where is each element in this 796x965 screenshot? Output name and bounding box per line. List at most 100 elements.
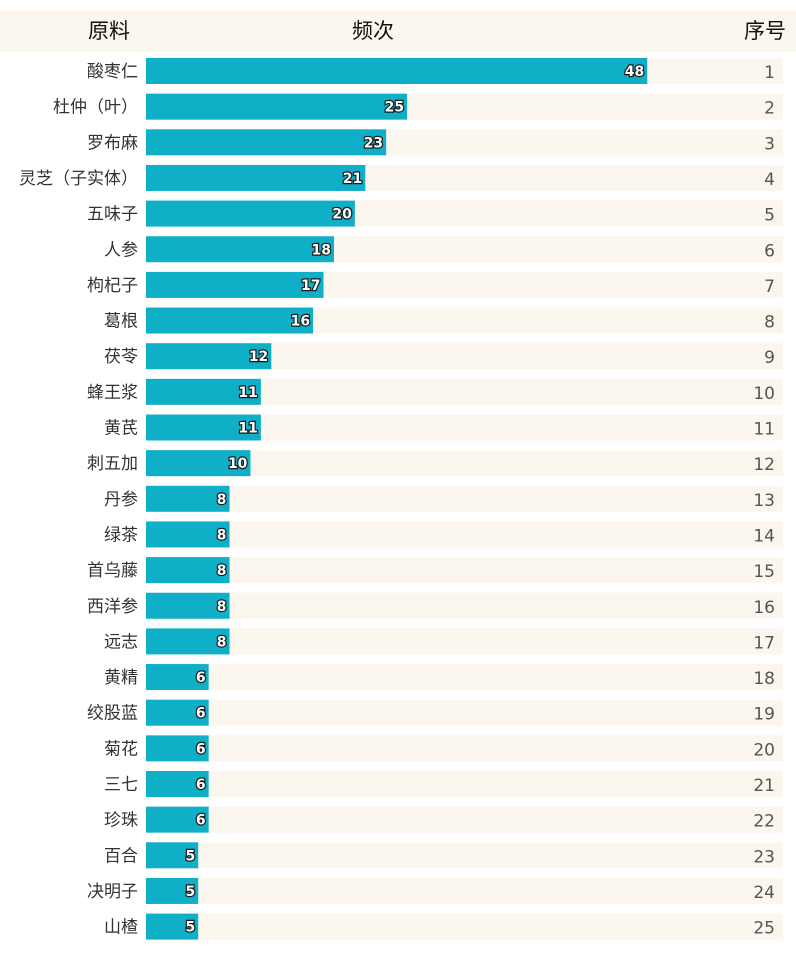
- bar-track: [146, 842, 783, 869]
- bar: [146, 664, 209, 691]
- data-label: 16: [291, 314, 310, 330]
- data-label: 21: [343, 171, 362, 187]
- data-label: 20: [332, 207, 352, 223]
- category-label: 人参: [104, 240, 138, 260]
- bar: [146, 200, 355, 227]
- bar-track: [146, 664, 783, 691]
- data-label: 17: [301, 278, 320, 294]
- category-label: 酸枣仁: [87, 62, 138, 82]
- data-label: 6: [196, 741, 206, 757]
- category-label: 枸杞子: [87, 276, 138, 296]
- rank-label: 19: [753, 705, 775, 725]
- category-label: 三七: [104, 775, 138, 795]
- bar: [146, 414, 261, 441]
- bar: [146, 806, 209, 833]
- bar: [146, 129, 387, 156]
- bar: [146, 378, 261, 405]
- bar: [146, 271, 324, 298]
- data-label: 25: [385, 100, 404, 116]
- rank-label: 17: [753, 633, 775, 653]
- category-label: 绞股蓝: [87, 704, 138, 724]
- bar-track: [146, 699, 783, 726]
- bar: [146, 485, 230, 512]
- rank-label: 14: [753, 526, 775, 546]
- data-label: 11: [238, 421, 257, 437]
- rank-label: 9: [764, 348, 775, 368]
- bar: [146, 58, 648, 84]
- rank-label: 21: [753, 776, 775, 796]
- rank-label: 16: [753, 598, 775, 618]
- data-label: 8: [217, 492, 227, 508]
- data-label: 6: [196, 813, 206, 829]
- data-label: 8: [217, 527, 227, 543]
- rank-label: 4: [764, 170, 775, 190]
- rank-label: 6: [764, 241, 775, 261]
- category-label: 蜂王浆: [87, 383, 138, 403]
- data-label: 6: [196, 670, 206, 686]
- data-label: 23: [364, 135, 383, 151]
- rank-label: 15: [753, 562, 775, 582]
- header-rank: 序号: [744, 19, 786, 43]
- bar: [146, 771, 209, 797]
- data-label: 8: [217, 599, 227, 615]
- category-label: 远志: [104, 632, 138, 652]
- rank-label: 24: [753, 883, 775, 903]
- bar: [146, 93, 408, 120]
- rank-label: 11: [753, 420, 775, 440]
- bar-track: [146, 913, 783, 940]
- data-label: 11: [238, 385, 257, 401]
- data-label: 48: [625, 64, 644, 80]
- rank-label: 13: [753, 491, 775, 511]
- bar-track: [146, 806, 783, 833]
- category-label: 罗布麻: [87, 133, 138, 153]
- bar: [146, 699, 209, 726]
- bar: [146, 236, 334, 263]
- bar: [146, 164, 366, 191]
- category-label: 绿茶: [104, 525, 138, 545]
- data-label: 18: [311, 242, 330, 258]
- rank-label: 5: [764, 206, 775, 226]
- bar: [146, 343, 272, 370]
- bar-track: [146, 628, 783, 655]
- bar: [146, 521, 230, 548]
- category-label: 茯苓: [104, 347, 138, 367]
- rank-label: 20: [753, 740, 775, 760]
- header-frequency: 频次: [352, 19, 394, 43]
- bar-track: [146, 485, 783, 512]
- category-label: 葛根: [104, 312, 138, 332]
- category-label: 五味子: [87, 205, 138, 225]
- data-label: 5: [185, 884, 195, 900]
- rank-label: 12: [753, 455, 775, 475]
- rank-label: 1: [764, 63, 775, 83]
- category-label: 珍珠: [104, 811, 138, 831]
- bar-track: [146, 877, 783, 904]
- data-label: 8: [217, 634, 227, 650]
- bar: [146, 557, 230, 584]
- rank-label: 18: [753, 669, 775, 689]
- category-label: 黄精: [104, 668, 138, 688]
- category-label: 西洋参: [87, 597, 138, 617]
- bar: [146, 735, 209, 762]
- category-label: 黄芪: [104, 419, 138, 439]
- bar: [146, 842, 199, 869]
- bar-track: [146, 450, 783, 477]
- category-label: 首乌藤: [87, 561, 138, 581]
- data-label: 5: [185, 920, 195, 936]
- table-header: 原料 频次 序号: [0, 10, 796, 52]
- bar-track: [146, 771, 783, 797]
- category-label: 丹参: [104, 490, 138, 510]
- category-label: 灵芝（子实体）: [19, 169, 138, 189]
- bar-track: [146, 592, 783, 619]
- bar: [146, 628, 230, 655]
- rank-label: 23: [753, 847, 775, 867]
- rank-label: 3: [764, 134, 775, 154]
- rank-label: 8: [764, 313, 775, 333]
- bar: [146, 913, 199, 940]
- header-ingredient: 原料: [88, 19, 130, 43]
- bar-track: [146, 521, 783, 548]
- category-label: 决明子: [87, 882, 138, 902]
- bar-track: [146, 557, 783, 584]
- bar-track: [146, 735, 783, 762]
- category-label: 刺五加: [87, 454, 138, 474]
- rank-label: 2: [764, 99, 775, 119]
